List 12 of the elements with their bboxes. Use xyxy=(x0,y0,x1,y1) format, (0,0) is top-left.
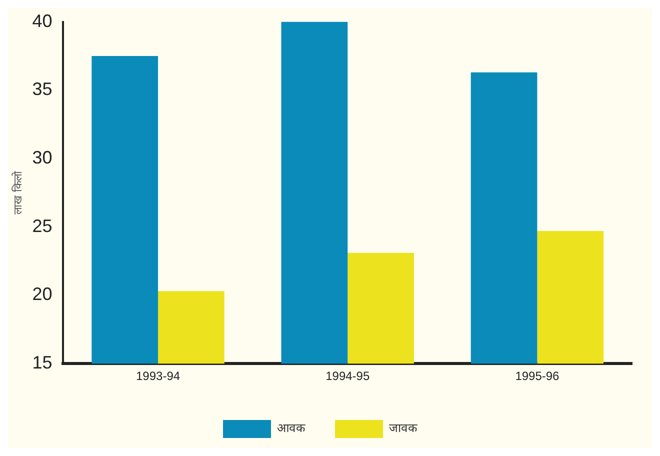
y-tick-label: 30 xyxy=(32,147,52,168)
y-tick-label: 25 xyxy=(32,216,52,236)
y-axis-title: लाख किलो xyxy=(11,170,24,214)
x-tick-label: 1994-95 xyxy=(326,369,370,384)
legend-label: जावक xyxy=(389,421,418,436)
x-tick-label: 1995-96 xyxy=(515,369,560,384)
y-tick-label: 35 xyxy=(32,79,52,100)
x-tick-label: 1993-94 xyxy=(136,369,180,384)
y-tick-label: 15 xyxy=(32,352,52,373)
y-tick-label: 40 xyxy=(32,10,52,31)
legend-label: आवक xyxy=(277,421,306,436)
y-tick-label: 20 xyxy=(32,284,52,304)
